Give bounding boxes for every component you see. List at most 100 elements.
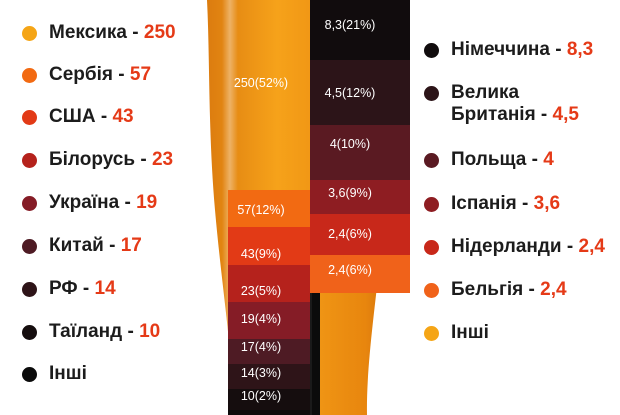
legend-value: 57 (129, 64, 152, 85)
legend-country: Іспанія (451, 193, 517, 214)
left-segment-label-7: 14(3%) (241, 366, 281, 380)
right-legend-item: Іспанія - 3,6 (424, 193, 560, 215)
legend-country: Німеччина (451, 39, 550, 60)
left-legend-item: Мексика - 250 (22, 22, 176, 44)
left-legend-item: Таїланд - 10 (22, 321, 160, 343)
left-legend-item: Інші (22, 363, 87, 385)
legend-value: 3,6 (533, 193, 561, 214)
legend-value: 4,5 (552, 104, 579, 125)
legend-separator: - (126, 22, 144, 43)
left-segment-label-3: 43(9%) (241, 247, 281, 261)
legend-dot (22, 325, 37, 340)
legend-separator: - (549, 39, 567, 60)
left-legend-item: Україна - 19 (22, 192, 157, 214)
legend-text: Інші (49, 363, 87, 385)
legend-separator: - (561, 236, 579, 257)
right-segment-4 (310, 180, 410, 214)
legend-country: Польща (451, 149, 527, 170)
left-legend-item: США - 43 (22, 106, 134, 128)
left-legend-item: Китай - 17 (22, 235, 142, 257)
legend-separator: - (119, 192, 137, 213)
segments-layer (228, 0, 410, 415)
legend-value: 250 (143, 22, 176, 43)
left-segment-9 (228, 410, 310, 415)
legend-country: Інші (451, 322, 489, 343)
left-segment-4 (228, 265, 310, 302)
legend-text: Україна - 19 (49, 192, 157, 214)
right-segment-label-3: 4(10%) (330, 137, 370, 151)
legend-value: 4 (543, 149, 554, 170)
legend-dot (424, 197, 439, 212)
left-segment-label-4: 23(5%) (241, 284, 281, 298)
right-segment-label-6: 2,4(6%) (328, 263, 372, 277)
legend-dot (424, 43, 439, 58)
left-legend-item: Білорусь - 23 (22, 149, 173, 171)
legend-text: Німеччина - 8,3 (451, 39, 593, 61)
legend-value: 10 (139, 321, 161, 342)
legend-country: Україна (49, 192, 120, 213)
right-segment-label-1: 8,3(21%) (325, 18, 376, 32)
legend-dot (22, 282, 37, 297)
legend-value: 8,3 (566, 39, 594, 60)
left-segment-7 (228, 364, 310, 389)
legend-separator: - (77, 278, 95, 299)
legend-separator: - (113, 64, 130, 85)
right-legend-item: Інші (424, 322, 489, 344)
right-segment-5 (310, 214, 410, 255)
legend-country: Бельгія (451, 279, 524, 300)
left-segment-label-2: 57(12%) (237, 203, 284, 217)
right-legend-item: Польща - 4 (424, 149, 554, 171)
right-legend-item: Німеччина - 8,3 (424, 39, 593, 61)
legend-text: Білорусь - 23 (49, 149, 173, 171)
legend-text: Бельгія - 2,4 (451, 279, 567, 301)
right-segment-label-2: 4,5(12%) (325, 86, 376, 100)
left-segment-6 (228, 339, 310, 364)
legend-separator: - (122, 321, 140, 342)
legend-value: 43 (112, 106, 134, 127)
legend-value: 17 (120, 235, 142, 256)
legend-text: Польща - 4 (451, 149, 554, 171)
right-segment-3 (310, 125, 410, 180)
right-divider-edge (310, 293, 312, 415)
legend-country: Інші (49, 363, 87, 384)
legend-country: Нідерланди (451, 236, 562, 257)
left-legend-item: РФ - 14 (22, 278, 116, 300)
legend-value: 14 (94, 278, 116, 299)
legend-text: Іспанія - 3,6 (451, 193, 560, 215)
legend-dot (22, 26, 37, 41)
legend-country: Мексика (49, 22, 127, 43)
legend-dot (22, 196, 37, 211)
legend-value: 23 (151, 149, 174, 170)
left-segment-5 (228, 302, 310, 339)
legend-separator: - (135, 149, 152, 170)
legend-text: Таїланд - 10 (49, 321, 160, 343)
legend-text: Сербія - 57 (49, 64, 151, 86)
legend-country: Сербія (49, 64, 113, 85)
left-segment-2 (228, 190, 310, 227)
legend-separator: - (516, 193, 534, 214)
legend-text: Китай - 17 (49, 235, 142, 257)
left-segment-3 (228, 227, 310, 265)
legend-value: 19 (136, 192, 158, 213)
legend-country: РФ (49, 278, 78, 299)
legend-dot (424, 326, 439, 341)
right-segment-1 (310, 0, 410, 60)
legend-text: Мексика - 250 (49, 22, 176, 44)
right-segment-label-5: 2,4(6%) (328, 227, 372, 241)
legend-separator: - (103, 235, 121, 256)
left-segment-label-8: 10(2%) (241, 389, 281, 403)
right-divider-stripe (310, 293, 320, 415)
right-legend-item: Велика Британія - 4,5 (424, 82, 579, 126)
right-segment-2 (310, 60, 410, 125)
legend-dot (424, 283, 439, 298)
legend-country: США (49, 106, 96, 127)
legend-dot (22, 110, 37, 125)
legend-dot (22, 239, 37, 254)
legend-dot (424, 240, 439, 255)
right-segment-label-4: 3,6(9%) (328, 186, 372, 200)
legend-text: Нідерланди - 2,4 (451, 236, 605, 258)
right-legend-item: Нідерланди - 2,4 (424, 236, 605, 258)
legend-separator: - (523, 279, 541, 300)
left-segment-label-5: 19(4%) (241, 312, 281, 326)
legend-value: 2,4 (578, 236, 605, 257)
